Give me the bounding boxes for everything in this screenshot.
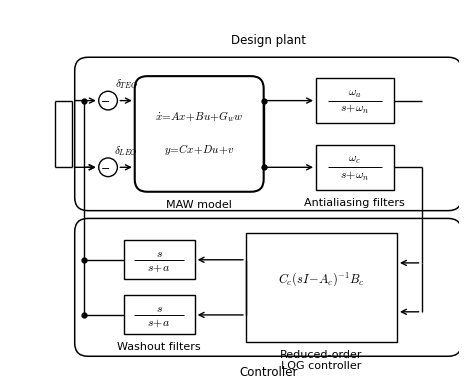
FancyBboxPatch shape <box>75 218 462 356</box>
Text: $s$: $s$ <box>156 302 163 315</box>
Text: $s\!+\!\omega_n$: $s\!+\!\omega_n$ <box>340 170 370 183</box>
Text: MAW model: MAW model <box>166 200 232 210</box>
Bar <box>124 295 195 335</box>
Text: $s\!+\!\omega_n$: $s\!+\!\omega_n$ <box>340 103 370 116</box>
Circle shape <box>99 158 118 177</box>
Text: $s\!+\!a$: $s\!+\!a$ <box>147 316 171 329</box>
Text: Controller: Controller <box>239 366 297 379</box>
Text: $\omega_a$: $\omega_a$ <box>348 87 362 100</box>
Text: $\delta_{LEO}$: $\delta_{LEO}$ <box>114 144 138 157</box>
Text: $y\!=\!Cx\!+\!Du\!+\!v$: $y\!=\!Cx\!+\!Du\!+\!v$ <box>164 142 234 157</box>
Text: $\delta_{TEO}$: $\delta_{TEO}$ <box>115 77 137 91</box>
Text: $\omega_c$: $\omega_c$ <box>348 153 361 166</box>
Text: Reduced-order
LQG controller: Reduced-order LQG controller <box>280 350 363 372</box>
Bar <box>124 240 195 280</box>
Text: $-$: $-$ <box>100 162 110 172</box>
Bar <box>316 79 394 123</box>
Text: Antialiasing filters: Antialiasing filters <box>304 198 405 208</box>
Text: Design plant: Design plant <box>231 35 306 47</box>
Bar <box>246 233 397 342</box>
Circle shape <box>99 91 118 110</box>
Text: $C_c(sI\!-\!A_c)^{-1}B_c$: $C_c(sI\!-\!A_c)^{-1}B_c$ <box>278 270 365 288</box>
Text: $\dot{x}\!=\!Ax\!+\!Bu\!+\!G_w w$: $\dot{x}\!=\!Ax\!+\!Bu\!+\!G_w w$ <box>155 110 243 124</box>
FancyBboxPatch shape <box>135 76 264 192</box>
Bar <box>316 145 394 189</box>
Text: $s\!+\!a$: $s\!+\!a$ <box>147 261 171 274</box>
Text: Washout filters: Washout filters <box>118 343 201 353</box>
Text: $s$: $s$ <box>156 247 163 259</box>
FancyBboxPatch shape <box>75 57 462 211</box>
Text: $-$: $-$ <box>100 95 110 105</box>
